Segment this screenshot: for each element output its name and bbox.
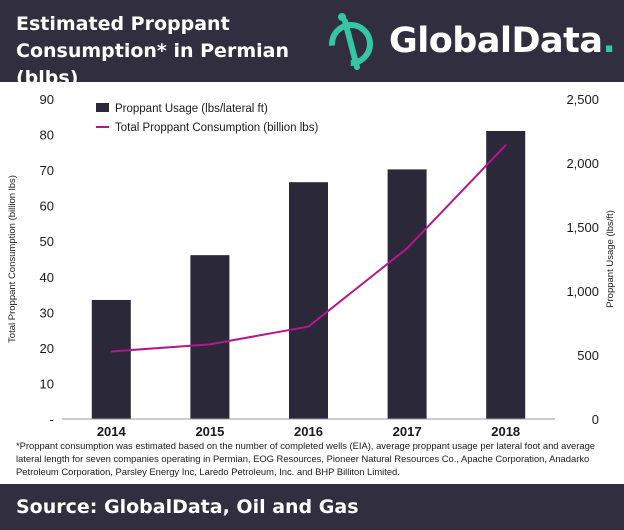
chart-title: Estimated Proppant Consumption* in Permi… [16,11,346,92]
y-right-tick-label: 0 [592,412,599,427]
legend-bar-label: Proppant Usage (lbs/lateral ft) [115,103,268,115]
y-left-tick-label: 70 [40,163,54,178]
header-banner: Estimated Proppant Consumption* in Permi… [0,0,624,89]
x-tick-label: 2017 [393,424,422,437]
bar [91,299,131,419]
legend: Proppant Usage (lbs/lateral ft) Total Pr… [96,103,318,134]
brand-dot: . [602,21,616,61]
line-point [307,325,310,328]
line-point [209,343,211,346]
x-tick-label: 2014 [97,424,127,437]
title-line-2: Consumption* in Permian (blbs) [16,40,289,89]
x-tick-label: 2015 [195,424,224,437]
y-left-tick-label: 20 [40,341,54,356]
x-axis: 2014 2015 2016 2017 2018 [97,424,520,437]
source-label: Source: GlobalData, Oil and Gas [16,496,359,518]
y-left-tick-label: 80 [40,128,54,143]
globaldata-logo-icon [329,13,373,70]
y-left-tick-label: 10 [40,376,54,391]
y-left-tick-label: - [50,412,54,427]
brand-logo: GlobalData. [323,11,619,73]
bar [486,131,526,419]
y-left-axis: - 10 20 30 40 50 60 70 80 90 [40,92,54,427]
legend-bar-swatch [96,103,109,112]
footer-banner: Source: GlobalData, Oil and Gas [0,484,624,530]
y-right-tick-label: 1,500 [566,220,599,235]
title-line-1: Estimated Proppant [16,13,230,35]
y-left-tick-label: 50 [40,234,54,249]
y-right-axis: 0 500 1,000 1,500 2,000 2,500 [566,92,599,427]
line-point [406,247,408,250]
bar [387,169,427,419]
y-left-tick-label: 90 [40,92,54,107]
line-point [110,350,113,353]
bar [190,255,230,419]
legend-line-label: Total Proppant Consumption (billion lbs) [115,122,318,134]
bar-series [91,131,526,419]
brand-wordmark: GlobalData. [389,19,616,63]
x-tick-label: 2016 [294,424,323,437]
brand-name: GlobalData [389,21,603,61]
x-tick-label: 2018 [491,424,520,437]
chart-area: - 10 20 30 40 50 60 70 80 90 0 500 1,000 1,500 2,000 2… [7,92,616,437]
line-series [110,144,507,353]
y-right-tick-label: 2,000 [566,156,599,171]
y-right-axis-label: Proppant Usage (lbs/ft) [605,210,616,308]
line-point [504,144,507,147]
y-left-tick-label: 60 [40,199,54,214]
footnote: *Proppant consumption was estimated base… [16,440,595,477]
y-right-tick-label: 500 [577,348,599,363]
y-right-tick-label: 1,000 [566,284,599,299]
y-right-tick-label: 2,500 [566,92,599,107]
bar [289,182,328,419]
y-left-tick-label: 30 [40,305,54,320]
y-left-axis-label: Total Proppant Consumption (billion lbs) [7,175,18,343]
y-left-tick-label: 40 [40,270,54,285]
